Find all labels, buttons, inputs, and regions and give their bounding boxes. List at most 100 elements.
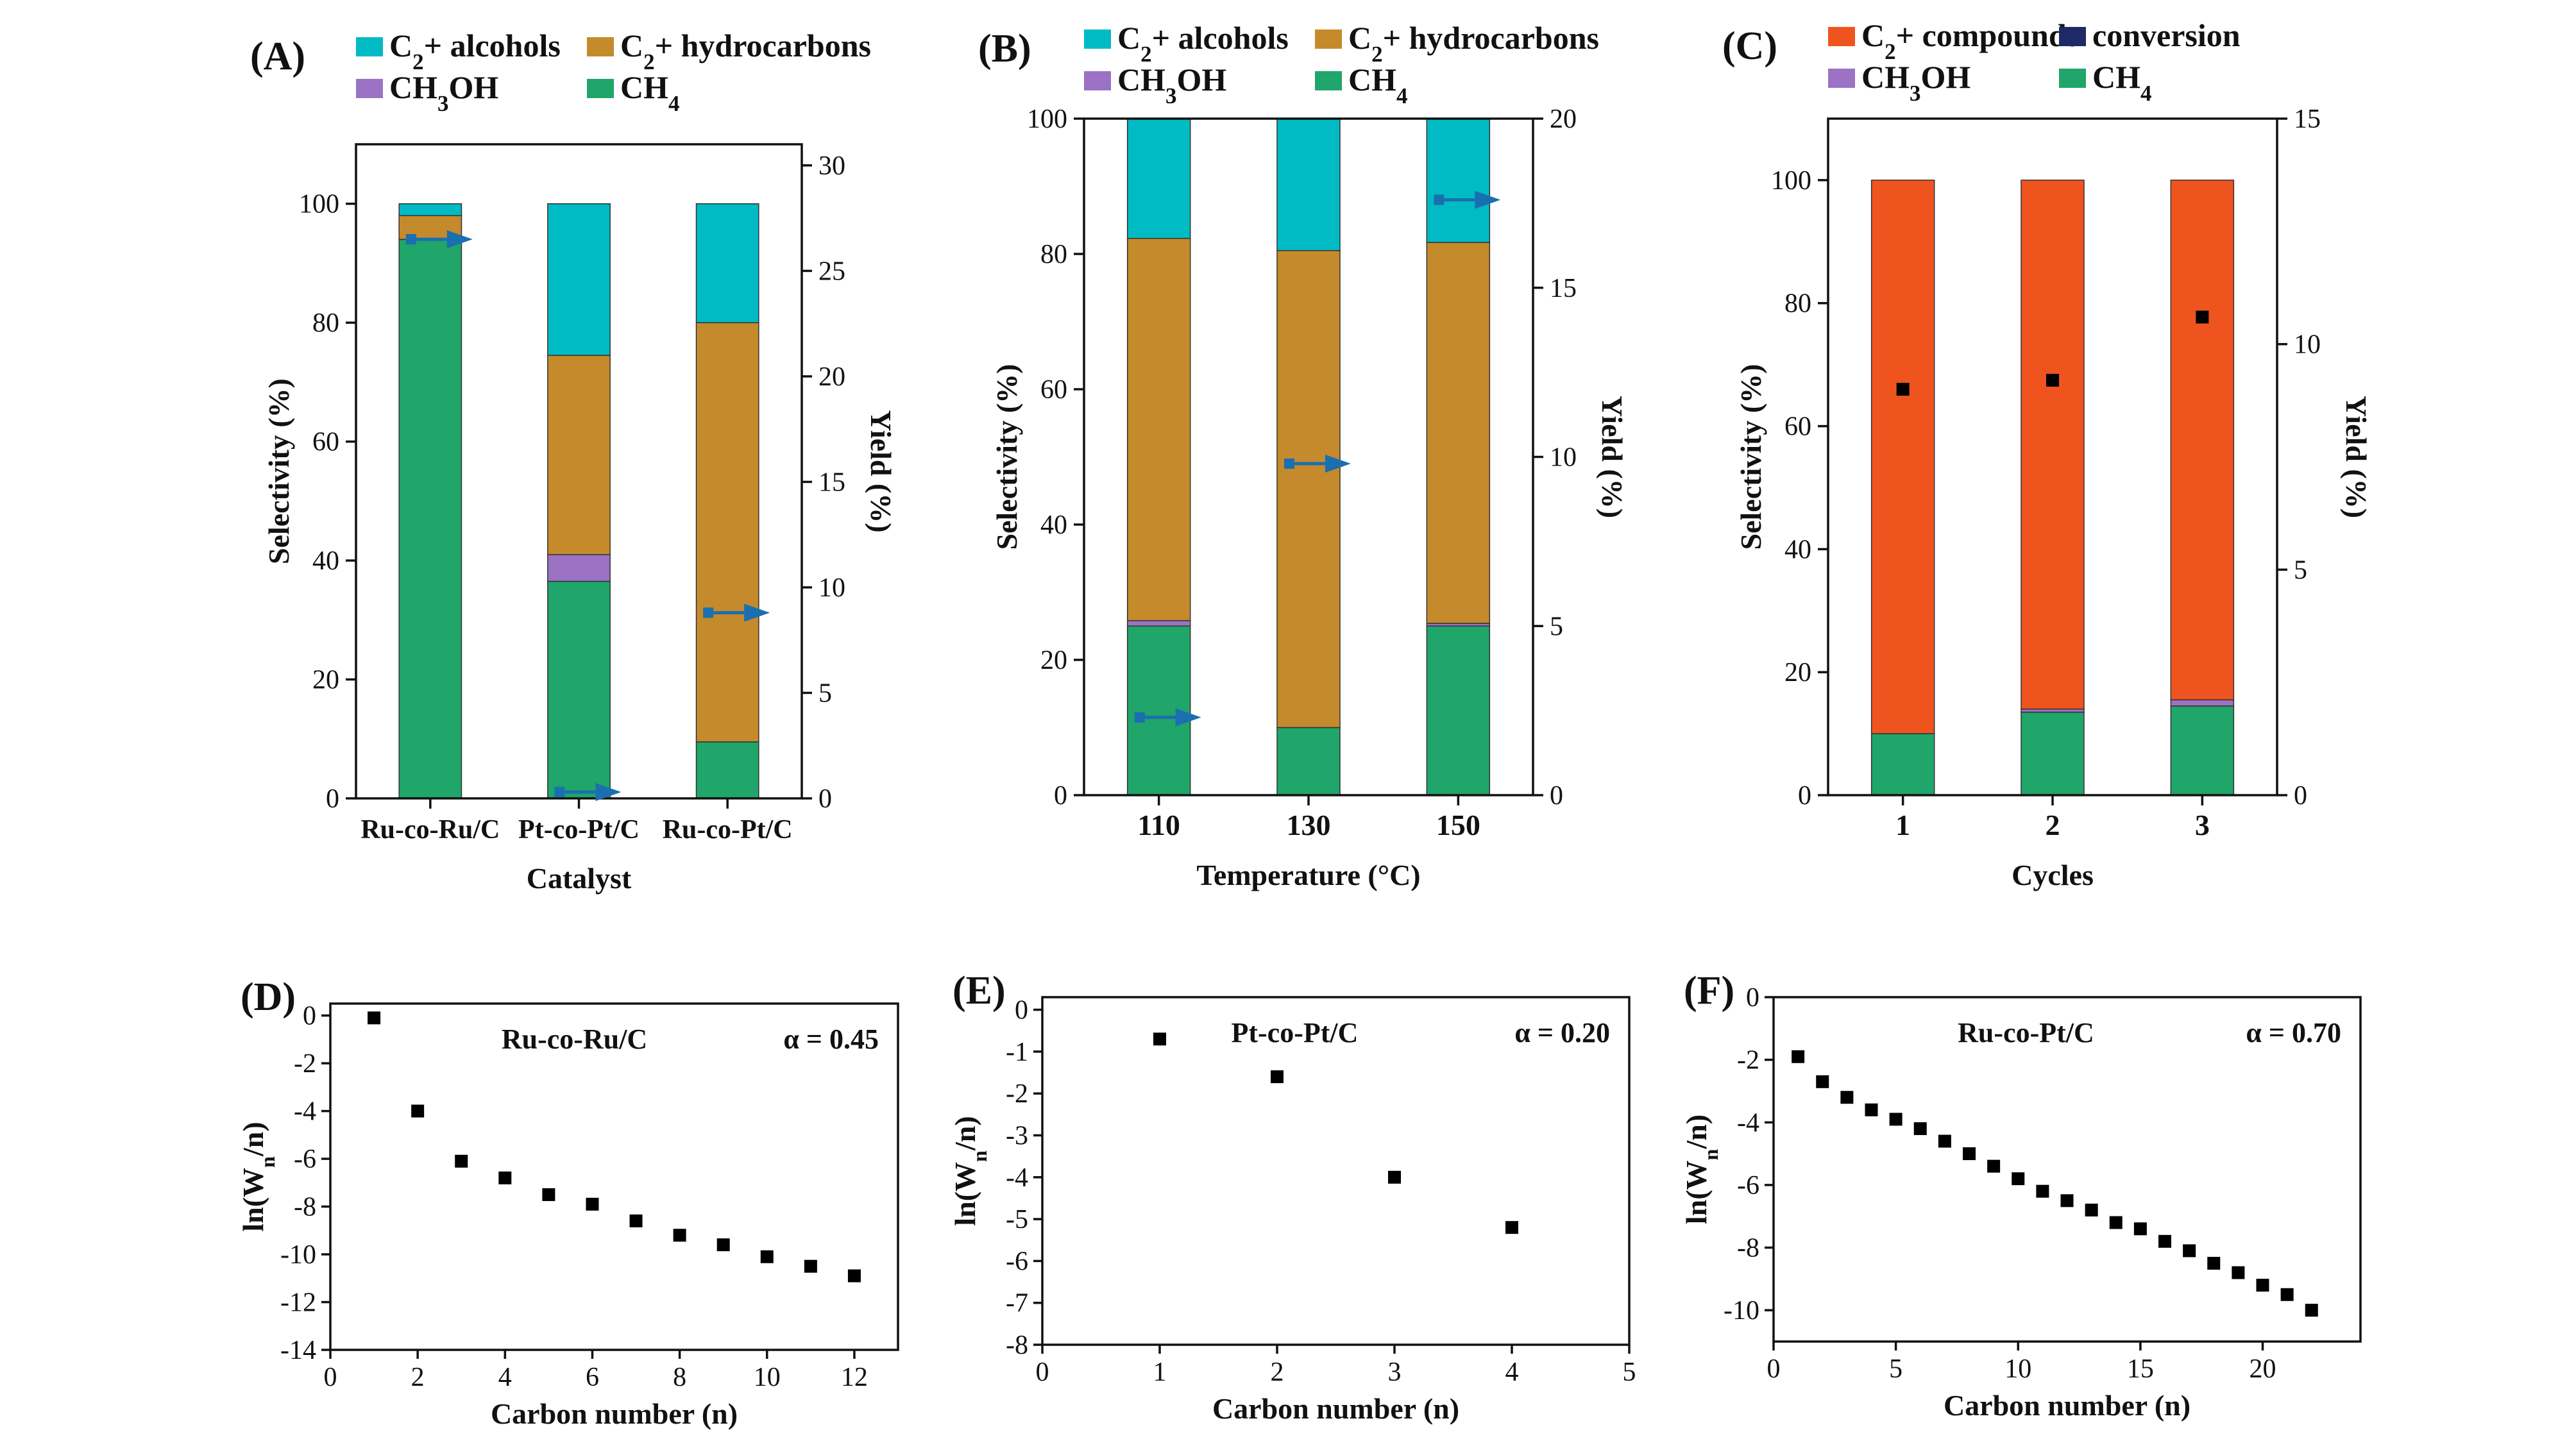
y2-tick-label: 5 [2294, 555, 2307, 585]
y-tick-label: 60 [1784, 412, 1811, 442]
panel-label: (C) [1722, 24, 1777, 68]
x-axis-label: Carbon number (n) [491, 1397, 738, 1430]
x-tick-label: 0 [1036, 1358, 1049, 1387]
legend-label-ch4: CH4 [2092, 59, 2152, 106]
y-tick-label: -14 [280, 1336, 316, 1365]
legend-label-c2_hydrocarbons: C2+ hydrocarbons [1348, 20, 1599, 67]
x-tick-label: Ru-co-Pt/C [663, 815, 793, 845]
yield-arrow [744, 603, 770, 622]
alpha-label: α = 0.45 [783, 1023, 879, 1055]
bar-c2_compounds-2 [2021, 180, 2085, 710]
x-tick-label: 5 [1623, 1358, 1636, 1387]
bar-ch4-1 [1870, 733, 1935, 796]
yield-arrow [595, 783, 622, 802]
y-tick-label: -8 [1006, 1331, 1028, 1360]
bar-c2_alcohols-1 [398, 203, 462, 217]
bar-c2_alcohols-2 [1276, 118, 1341, 251]
data-point [1840, 1091, 1854, 1104]
x-tick-label: 8 [673, 1363, 686, 1392]
panel-b: 0 20 40 60 80 100 0 5 10 15 20 110 130 150 Temperature… [978, 20, 1629, 891]
y-tick-label: 0 [326, 784, 339, 814]
data-point [1388, 1170, 1401, 1184]
y-tick-label: 100 [1771, 166, 1811, 196]
x-tick-label: 6 [586, 1363, 599, 1392]
y-tick-label: -10 [280, 1240, 316, 1270]
y2-tick-label: 0 [1550, 781, 1563, 811]
catalyst-label: Ru-co-Ru/C [502, 1023, 647, 1055]
x-tick-label: 0 [324, 1363, 337, 1392]
data-point [2232, 1266, 2245, 1279]
y2-tick-label: 5 [1550, 612, 1563, 641]
bar-c2_hydrocarbons-1 [1126, 237, 1191, 621]
legend-swatch-conversion [2059, 27, 2086, 46]
data-point [760, 1250, 774, 1263]
panel-label: (D) [241, 975, 296, 1019]
x-tick-label: Pt-co-Pt/C [518, 815, 640, 845]
panel-label: (A) [250, 35, 305, 78]
legend-swatch-c2_hydrocarbons [1315, 29, 1342, 49]
panel-e: 0 1 2 3 4 5 -8 -7 -6 -5 -4 -3 -2 -1 0 Carbon number (n)… [949, 969, 1636, 1425]
bar-ch4-3 [2170, 705, 2235, 796]
legend: C2+ alcohols C2+ hydrocarbons CH3OH CH4 [356, 28, 871, 116]
bar-ch4-2 [2021, 711, 2085, 796]
data-point [1963, 1147, 1976, 1161]
y-axis-label: ln(Wn/n) [1680, 1115, 1722, 1224]
bar-ch3oh-1 [1126, 620, 1191, 627]
yield-arrow [1475, 190, 1501, 209]
panel-c: 0 20 40 60 80 100 0 5 10 15 1 2 3 Cycles Selectivity (… [1722, 17, 2373, 891]
data-point [368, 1011, 381, 1025]
x-tick-label: 5 [1889, 1354, 1902, 1384]
y-tick-label: -2 [1737, 1046, 1759, 1075]
bar-c2_compounds-1 [1870, 180, 1935, 734]
legend-label-c2_alcohols: C2+ alcohols [1117, 20, 1289, 67]
y-tick-label: -6 [1737, 1171, 1759, 1200]
data-point [847, 1269, 861, 1283]
x-tick-label: 3 [2195, 809, 2210, 841]
panel-label: (B) [978, 27, 1031, 71]
x-tick-label: 20 [2250, 1354, 2276, 1384]
x-tick-label: 2 [411, 1363, 425, 1392]
yield-arrow [1325, 455, 1351, 473]
y-tick-label: 40 [1784, 535, 1811, 564]
legend-swatch-ch3oh [356, 79, 383, 98]
bar-ch3oh-2 [547, 554, 611, 582]
alpha-label: α = 0.70 [2246, 1017, 2341, 1048]
y2-tick-label: 10 [1550, 443, 1577, 473]
y-tick-label: 20 [312, 666, 339, 695]
x-tick-label: 15 [2127, 1354, 2154, 1384]
x-tick-label: 2 [1271, 1358, 1284, 1387]
legend-swatch-ch3oh [1828, 69, 1855, 88]
data-point [2207, 1256, 2221, 1270]
panel-a: 0 20 40 60 80 100 0 5 10 15 20 25 30 Ru-co-Ru/C Pt-co-… [250, 28, 897, 895]
bar-c2_hydrocarbons-3 [695, 322, 759, 743]
x-tick-label: 130 [1287, 809, 1331, 841]
data-point [1792, 1050, 1805, 1063]
y2-tick-label: 25 [818, 257, 845, 286]
data-point [586, 1197, 599, 1211]
data-point [1913, 1122, 1927, 1136]
legend-label-ch4: CH4 [620, 69, 680, 116]
bar-c2_compounds-3 [2170, 180, 2235, 701]
data-point [2060, 1194, 2074, 1208]
data-point [1938, 1134, 1951, 1148]
x-tick-label: 1 [1153, 1358, 1167, 1387]
data-point [2305, 1304, 2318, 1317]
legend-swatch-ch4 [2059, 69, 2086, 88]
y-axis-label: Selectivity (%) [262, 378, 295, 564]
x-tick-label: 110 [1137, 809, 1180, 841]
y-tick-label: 20 [1784, 658, 1811, 687]
y-tick-label: -7 [1006, 1289, 1028, 1318]
data-point [2280, 1288, 2294, 1301]
data-point [498, 1171, 512, 1184]
data-point [716, 1238, 730, 1252]
plot-frame [329, 1002, 899, 1351]
legend-label-ch3oh: CH3OH [1117, 62, 1226, 108]
x-axis-label: Carbon number (n) [1944, 1389, 2190, 1422]
bar-ch3oh-3 [2170, 699, 2235, 707]
bar-ch4-3 [695, 741, 759, 799]
legend: C2+ compounds conversion CH3OH CH4 [1828, 17, 2241, 106]
x-axis-label: Temperature (°C) [1196, 859, 1420, 891]
x-axis-label: Cycles [2012, 859, 2094, 891]
y2-axis-label: Yield (%) [1596, 396, 1629, 518]
